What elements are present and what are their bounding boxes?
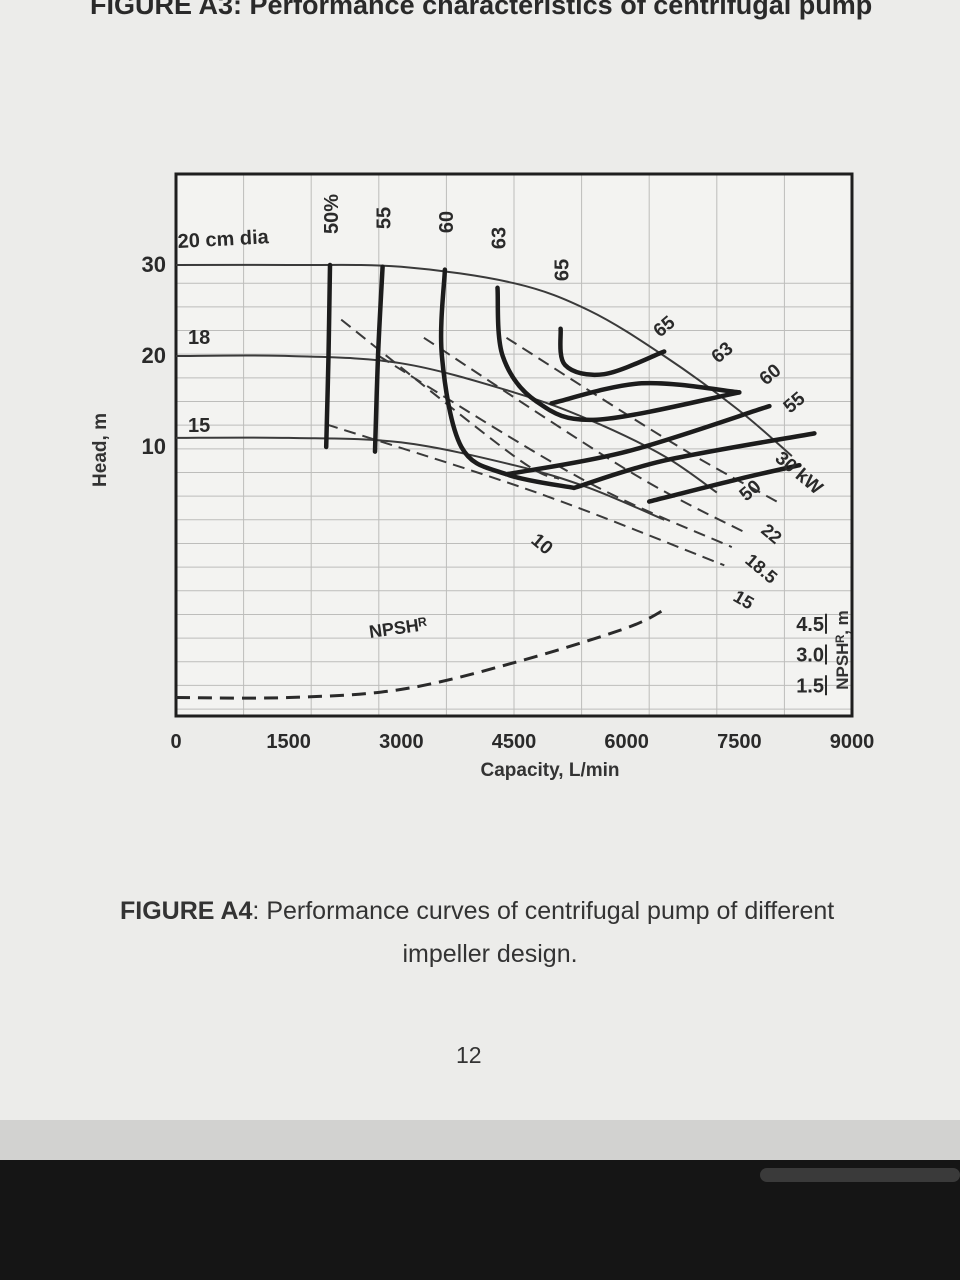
efficiency-label-top: 50% [321, 194, 343, 234]
power-line [340, 318, 560, 480]
efficiency-curve [549, 380, 742, 406]
caption-line2: impeller design. [402, 939, 578, 968]
efficiency-label-top: 55 [374, 207, 396, 229]
head-curve [176, 354, 718, 494]
efficiency-curve [646, 462, 802, 504]
x-tick-label: 1500 [266, 731, 311, 753]
page-number: 12 [456, 1042, 482, 1068]
caption-text: : Performance curves of centrifugal pump… [252, 897, 835, 925]
efficiency-curve [558, 326, 667, 378]
power-line [378, 355, 733, 549]
y2-axis-title: NPSHᴿ, m [833, 610, 852, 690]
pump-performance-chart: 0 1500 3000 4500 6000 7500 9000 10 20 30 1.5 3.0 4.5… [90, 172, 875, 781]
bezel-highlight [760, 1168, 960, 1182]
power-line [423, 336, 748, 535]
x-tick-label: 7500 [717, 731, 762, 753]
y-tick-label: 30 [142, 252, 166, 277]
figure-caption: FIGURE A4: Performance curves of centrif… [120, 890, 920, 975]
efficiency-curve [571, 431, 817, 491]
npsh-tick-label: 4.5 [796, 614, 824, 636]
figure-a3-header: FIGURE A3: Performance characteristics o… [90, 0, 873, 20]
efficiency-label-top: 63 [488, 227, 510, 249]
x-tick-label: 6000 [604, 731, 649, 753]
x-axis-title: Capacity, L/min [480, 760, 619, 781]
caption-lead: FIGURE A4 [120, 897, 253, 925]
efficiency-curve [438, 267, 577, 491]
y-tick-label: 10 [142, 434, 166, 459]
head-curve-label: 20 cm dia [177, 226, 270, 253]
power-line [505, 336, 778, 503]
paper-edge [0, 1120, 960, 1160]
efficiency-curve [323, 262, 333, 450]
x-tick-label: 3000 [379, 731, 424, 753]
npsh-curve [176, 606, 669, 700]
head-curve [176, 436, 665, 521]
y-axis-title: Head, m [90, 413, 111, 487]
x-tick-label: 0 [170, 731, 181, 753]
efficiency-label-top: 65 [552, 259, 574, 281]
x-tick-label: 9000 [830, 731, 875, 753]
x-tick-label: 4500 [492, 731, 537, 753]
head-curve-label: 18 [188, 327, 210, 349]
npsh-tick-label: 1.5 [796, 675, 824, 697]
head-curve-label: 15 [188, 415, 210, 437]
y-tick-label: 20 [142, 343, 166, 368]
head-curve [176, 263, 793, 457]
efficiency-curve [504, 403, 772, 477]
efficiency-curve [372, 264, 385, 454]
plot-frame [174, 172, 854, 718]
efficiency-curve [495, 285, 742, 423]
npsh-tick-label: 3.0 [796, 645, 824, 667]
efficiency-label-top: 60 [436, 211, 458, 233]
